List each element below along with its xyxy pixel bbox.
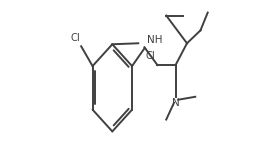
Text: NH: NH (147, 35, 162, 45)
Text: Cl: Cl (145, 51, 155, 61)
Text: Cl: Cl (71, 33, 80, 43)
Text: N: N (172, 98, 179, 108)
